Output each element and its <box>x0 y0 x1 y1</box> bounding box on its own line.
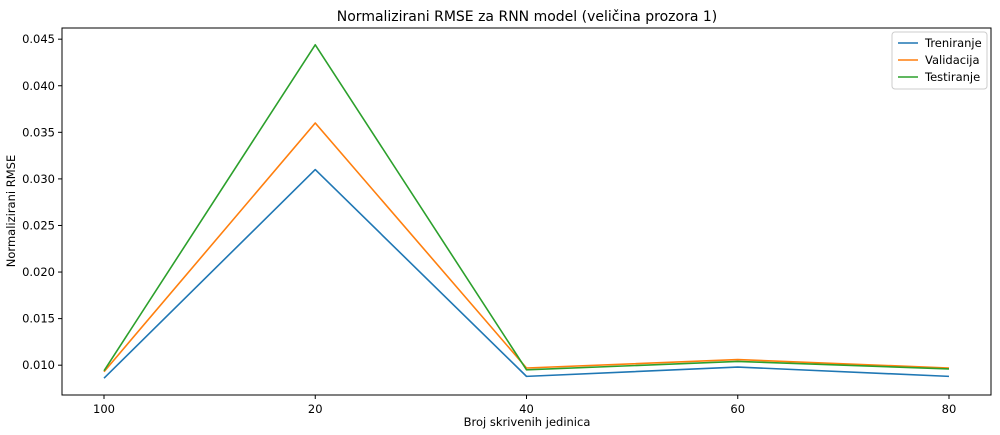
chart-title: Normalizirani RMSE za RNN model (veličin… <box>337 9 717 25</box>
x-tick-label: 40 <box>519 402 534 416</box>
legend-label: Testiranje <box>924 70 980 84</box>
legend-label: Validacija <box>925 53 980 67</box>
y-tick-label: 0.010 <box>22 358 55 372</box>
plot-area: 100 20 40 60 80 0.010 0.015 0.020 0.025 0.030 0.03… <box>22 27 992 416</box>
series-line-testiranje <box>103 43 950 372</box>
y-tick-label: 0.020 <box>22 265 55 279</box>
x-axis-label: Broj skrivenih jedinica <box>464 415 591 429</box>
series-line-treniranje <box>103 168 950 379</box>
x-tick-label: 100 <box>93 402 115 416</box>
legend-box <box>891 31 988 90</box>
y-tick-label: 0.030 <box>22 172 55 186</box>
y-tick-label: 0.015 <box>22 312 55 326</box>
x-tick-label: 80 <box>942 402 957 416</box>
x-tick-label: 60 <box>730 402 745 416</box>
legend-label: Treniranje <box>924 36 982 50</box>
x-tick-label: 20 <box>308 402 323 416</box>
plot-frame <box>61 27 992 396</box>
y-tick-label: 0.025 <box>22 218 55 232</box>
y-tick-label: 0.040 <box>22 79 55 93</box>
y-axis-label: Normalizirani RMSE <box>4 155 18 267</box>
series-line-validacija <box>103 122 950 373</box>
y-tick-label: 0.045 <box>22 32 55 46</box>
legend: Treniranje Validacija Testiranje <box>891 31 988 90</box>
y-tick-label: 0.035 <box>22 125 55 139</box>
